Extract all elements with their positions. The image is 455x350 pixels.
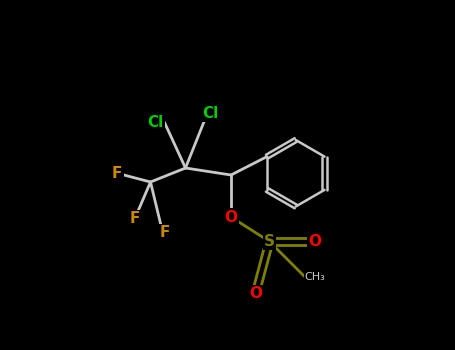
Text: O: O — [224, 210, 238, 224]
Text: F: F — [130, 211, 140, 226]
Text: CH₃: CH₃ — [305, 272, 325, 281]
Text: F: F — [112, 166, 122, 181]
Text: O: O — [308, 234, 322, 249]
Text: Cl: Cl — [202, 106, 218, 121]
Text: S: S — [264, 234, 275, 249]
Text: Cl: Cl — [147, 115, 164, 130]
Text: F: F — [159, 225, 170, 240]
Text: O: O — [249, 287, 262, 301]
